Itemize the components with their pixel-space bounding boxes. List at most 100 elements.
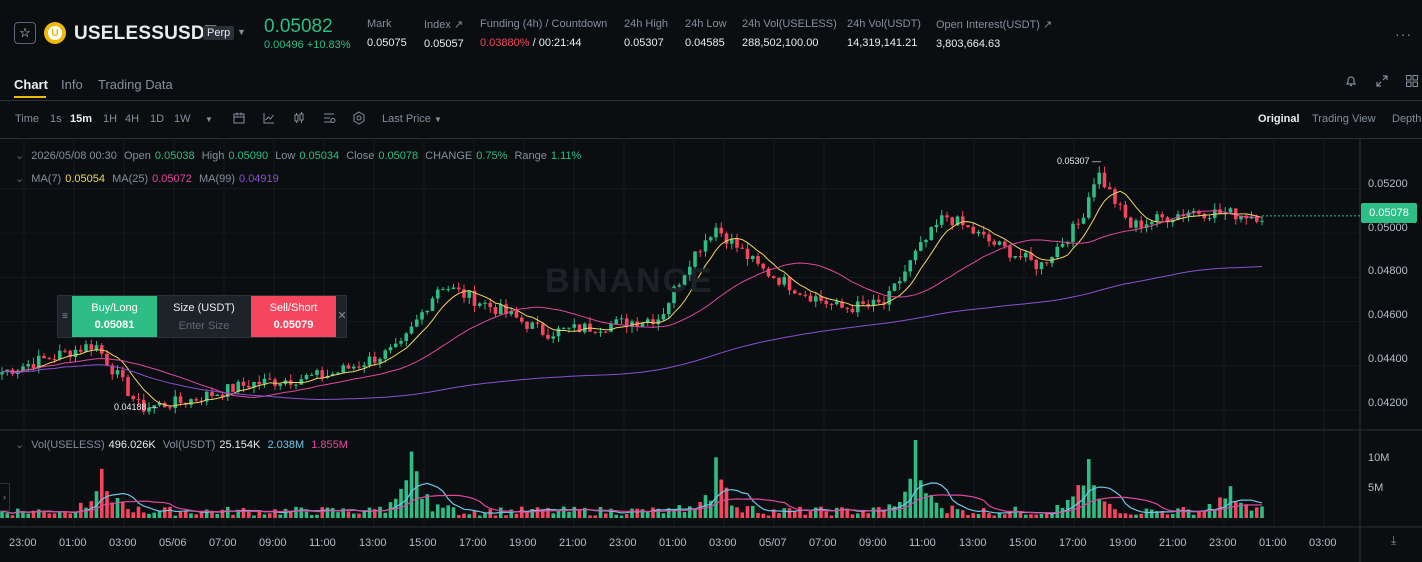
- volume-bar: [1081, 485, 1086, 518]
- sell-label: Sell/Short: [269, 302, 318, 314]
- volume-bar: [850, 514, 855, 518]
- interval-time[interactable]: Time: [15, 113, 40, 125]
- candle-body: [456, 287, 461, 290]
- candle-body: [110, 365, 115, 375]
- candle-body: [31, 363, 36, 369]
- tab-info[interactable]: Info: [61, 77, 83, 92]
- more-options-icon[interactable]: ···: [1395, 26, 1412, 42]
- volume-bar: [1050, 513, 1054, 518]
- interval-15m[interactable]: 15m: [70, 113, 93, 125]
- stat-index[interactable]: Index ↗ 0.05057: [424, 19, 464, 50]
- volume-bar: [1044, 512, 1049, 518]
- volume-bar: [493, 515, 498, 518]
- volume-bar: [861, 510, 865, 518]
- volume-bar: [477, 515, 482, 518]
- volume-bar: [315, 514, 319, 518]
- volume-bar: [913, 440, 918, 518]
- vol-axis-label: 5M: [1368, 482, 1384, 494]
- interval-1h[interactable]: 1H: [103, 113, 118, 125]
- volume-bar: [1191, 514, 1196, 518]
- candle-body: [619, 318, 624, 320]
- x-axis-label: 07:00: [809, 537, 837, 549]
- symbol-dropdown-chevron-down-icon[interactable]: ▼: [237, 27, 246, 37]
- price-type-select[interactable]: Last Price ▼: [382, 113, 442, 125]
- expand-icon[interactable]: [1374, 74, 1390, 90]
- volume-bar: [1060, 507, 1065, 518]
- symbol-name[interactable]: USELESSUSDT: [74, 23, 217, 44]
- volume-bar: [5, 513, 10, 518]
- tab-chart[interactable]: Chart: [14, 77, 48, 92]
- size-input[interactable]: Size (USDT) Enter Size: [157, 296, 251, 337]
- candle-body: [929, 227, 934, 241]
- candle-body: [262, 378, 267, 384]
- collapse-chevron-icon[interactable]: ⌄: [15, 173, 25, 185]
- collapse-chevron-icon[interactable]: ⌄: [15, 439, 25, 451]
- candle-body: [1055, 246, 1060, 258]
- volume-bar: [593, 515, 598, 518]
- legend-volusdt: 25.154K: [219, 439, 261, 451]
- volume-bar: [1170, 514, 1175, 518]
- drag-handle-icon[interactable]: ≡: [62, 311, 68, 322]
- volume-bar: [708, 500, 713, 518]
- favorite-star-icon[interactable]: ☆: [14, 22, 36, 44]
- price-chart[interactable]: [0, 138, 1422, 562]
- volume-bar: [68, 513, 73, 518]
- candlestick-icon[interactable]: [292, 111, 306, 125]
- volume-bar: [10, 515, 15, 518]
- volume-bar: [661, 513, 666, 518]
- close-icon[interactable]: ✕: [337, 310, 347, 322]
- price-change: 0.00496 +10.83%: [264, 39, 351, 51]
- side-panel-toggle-chevron-right-icon[interactable]: ›: [0, 483, 10, 511]
- volume-bar: [414, 471, 419, 518]
- candle-body: [89, 344, 94, 350]
- candle-body: [320, 370, 325, 379]
- indicators-icon[interactable]: [322, 111, 336, 125]
- calendar-icon[interactable]: [232, 111, 246, 125]
- candle-body: [189, 399, 193, 405]
- candle-body: [1228, 208, 1233, 213]
- candle-body: [1107, 187, 1112, 190]
- interval-1d[interactable]: 1D: [150, 113, 165, 125]
- volume-bar: [136, 506, 141, 518]
- volume-bar: [1176, 508, 1180, 518]
- buy-label: Buy/Long: [91, 302, 138, 314]
- layout-grid-icon[interactable]: [1404, 74, 1420, 90]
- interval-more-chevron-down-icon[interactable]: ▼: [205, 115, 213, 124]
- tab-trading-data[interactable]: Trading Data: [98, 77, 173, 92]
- stat-open-interest[interactable]: Open Interest(USDT) ↗ 3,803,664.63: [936, 19, 1053, 50]
- scroll-to-latest-icon[interactable]: ⤓: [1391, 533, 1397, 547]
- line-chart-icon[interactable]: [262, 111, 276, 125]
- legend-close: 0.05078: [378, 150, 419, 162]
- collapse-chevron-icon[interactable]: ⌄: [15, 150, 25, 162]
- volume-bar: [283, 508, 288, 518]
- sell-short-button[interactable]: Sell/Short 0.05079: [251, 296, 336, 337]
- candle-body: [267, 378, 272, 380]
- x-axis-label: 09:00: [259, 537, 287, 549]
- volume-bar: [955, 509, 960, 518]
- buy-long-button[interactable]: Buy/Long 0.05081: [72, 296, 157, 337]
- candle-body: [393, 343, 398, 348]
- volume-bar: [771, 509, 776, 518]
- volume-bar: [808, 511, 813, 518]
- interval-4h[interactable]: 4H: [125, 113, 140, 125]
- interval-1s[interactable]: 1s: [50, 113, 62, 125]
- legend-vol-label: Vol(USELESS): [31, 439, 105, 451]
- view-trading-view[interactable]: Trading View: [1312, 113, 1376, 125]
- bell-icon[interactable]: [1343, 74, 1359, 90]
- interval-1w[interactable]: 1W: [174, 113, 191, 125]
- volume-bar: [84, 507, 88, 518]
- candle-body: [210, 391, 214, 397]
- candle-body: [346, 365, 351, 369]
- candle-body: [1197, 211, 1201, 214]
- candle-body: [126, 377, 130, 396]
- volume-bar: [950, 505, 955, 518]
- settings-gear-icon[interactable]: [352, 111, 366, 125]
- volume-bar: [997, 512, 1002, 518]
- candle-body: [640, 322, 645, 327]
- candle-body: [304, 375, 309, 380]
- candle-body: [409, 326, 414, 334]
- view-depth[interactable]: Depth: [1392, 113, 1422, 125]
- candle-body: [1149, 221, 1154, 225]
- view-original[interactable]: Original: [1258, 113, 1300, 125]
- candle-body: [1081, 217, 1086, 224]
